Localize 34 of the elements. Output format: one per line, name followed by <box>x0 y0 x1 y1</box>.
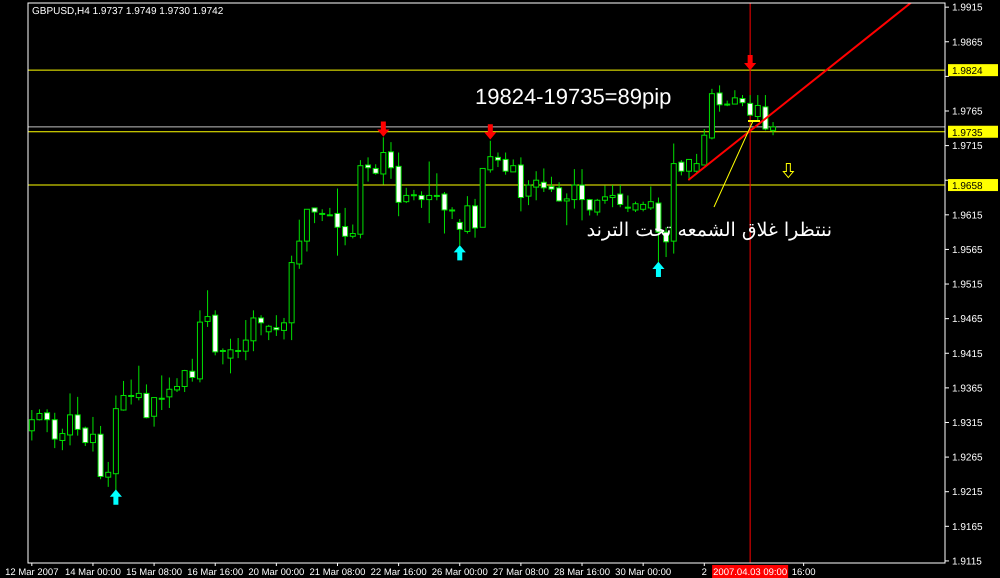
x-tick-label: 12 Mar 2007 <box>5 567 58 578</box>
x-tick-label: 28 Mar 16:00 <box>554 567 610 578</box>
x-tick-label: 22 Mar 16:00 <box>370 567 427 578</box>
y-tick-label: 1.9115 <box>952 556 982 568</box>
x-tick-label: 15 Mar 08:00 <box>126 567 182 578</box>
y-tick-label: 1.9515 <box>952 280 984 291</box>
y-tick-label: 1.9315 <box>952 418 984 429</box>
x-tick-label: 14 Mar 00:00 <box>64 567 121 578</box>
y-tick-label: 1.9865 <box>952 37 984 48</box>
y-tick-label: 1.9915 <box>952 2 984 14</box>
ref-line-label: 1.9735 <box>952 128 984 139</box>
x-tick-label: 26 Mar 00:00 <box>432 567 488 578</box>
annotation: 19824-19735=89pip <box>475 84 672 109</box>
x-tick-label: 30 Mar 00:00 <box>615 567 672 578</box>
y-tick-label: 1.9215 <box>952 487 984 498</box>
y-tick-label: 1.9415 <box>952 348 984 360</box>
y-tick-label: 1.9615 <box>952 210 984 222</box>
ref-line-label: 1.9824 <box>952 66 984 78</box>
y-tick-label: 1.9365 <box>952 383 984 394</box>
x-tick-label: 16 Mar 16:00 <box>187 567 244 578</box>
x-tick-label: 20 Mar 00:00 <box>248 567 304 578</box>
x-tick-label: 2 <box>702 567 707 578</box>
ref-line-label: 1.9658 <box>952 181 984 192</box>
text: 2007.04.03 09:00 <box>713 567 788 578</box>
x-tick-label: 16:00 <box>792 567 816 578</box>
y-tick-label: 1.9765 <box>952 106 984 118</box>
y-tick-label: 1.9465 <box>952 314 984 326</box>
chart-title: GBPUSD,H4 1.9737 1.9749 1.9730 1.9742 <box>32 6 224 17</box>
x-tick-label: 27 Mar 08:00 <box>492 567 549 578</box>
y-tick-label: 1.9265 <box>952 452 984 464</box>
x-tick-label: 21 Mar 08:00 <box>309 567 366 578</box>
y-tick-label: 1.9715 <box>952 141 984 152</box>
y-tick-label: 1.9165 <box>952 522 984 533</box>
y-tick-label: 1.9565 <box>952 244 984 256</box>
